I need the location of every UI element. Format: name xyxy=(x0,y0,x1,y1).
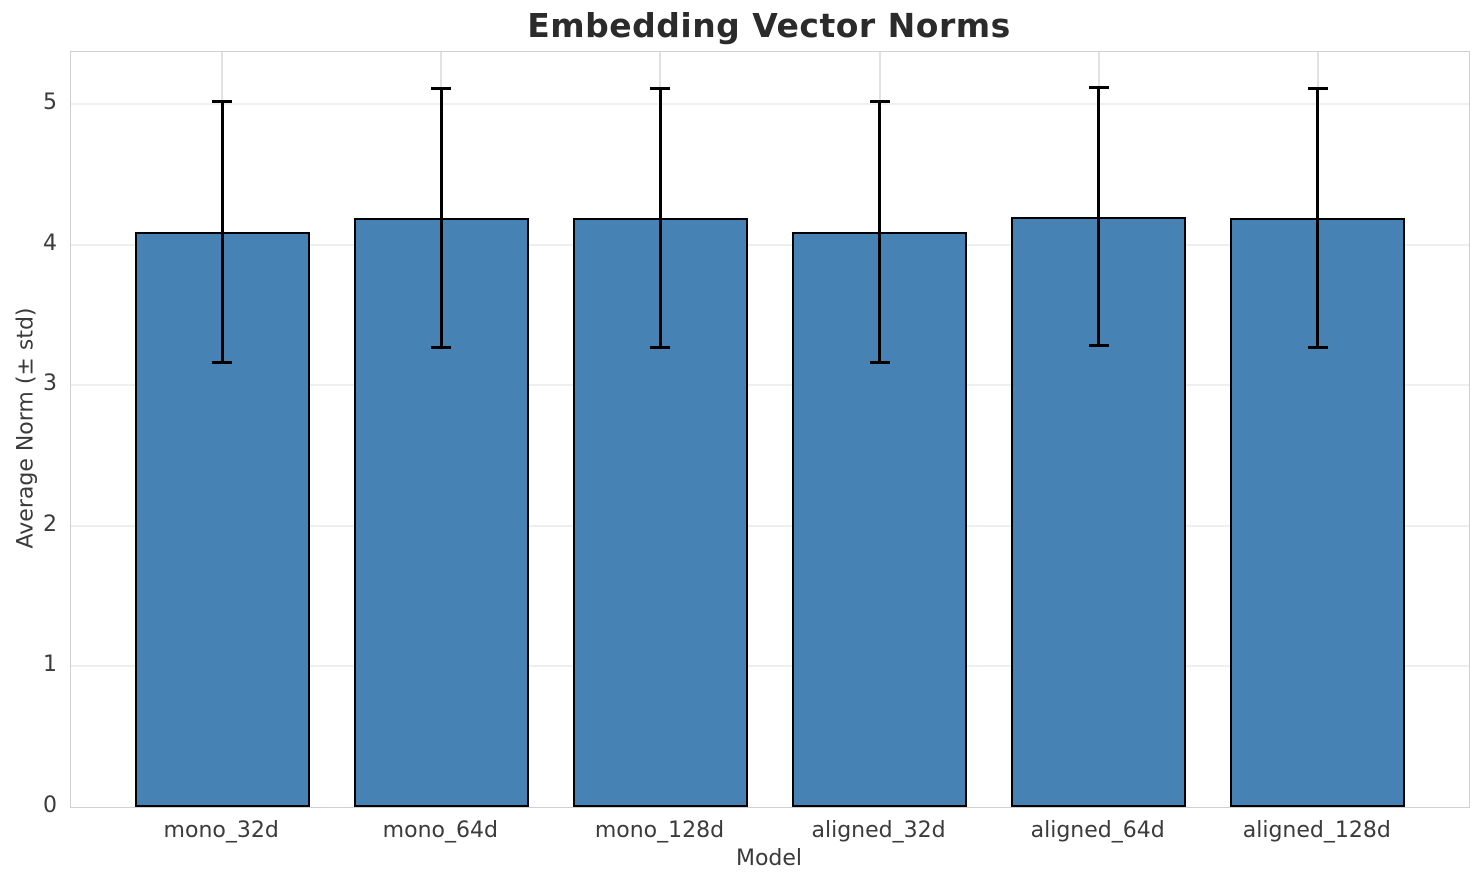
error-bar-cap xyxy=(1088,344,1109,348)
error-bar-line xyxy=(220,101,224,363)
error-bar-line xyxy=(1316,88,1320,348)
plot-area xyxy=(70,51,1470,808)
x-tick-label: mono_64d xyxy=(382,818,498,843)
error-bar-line xyxy=(439,88,443,348)
error-bar-cap xyxy=(212,99,233,103)
y-tick-label: 1 xyxy=(43,652,57,678)
error-bar-line xyxy=(658,88,662,348)
chart-title: Embedding Vector Norms xyxy=(527,6,1011,45)
error-bar-cap xyxy=(1088,85,1109,89)
x-tick-label: aligned_128d xyxy=(1242,818,1391,843)
y-tick-label: 3 xyxy=(43,371,57,397)
y-tick-label: 0 xyxy=(43,793,57,818)
error-bar-cap xyxy=(431,345,452,349)
error-bar-cap xyxy=(212,361,233,365)
error-bar-cap xyxy=(1307,87,1328,91)
y-tick-label: 4 xyxy=(43,230,57,256)
error-bar-cap xyxy=(650,345,671,349)
x-axis-label: Model xyxy=(735,846,803,871)
x-tick-label: mono_32d xyxy=(163,818,279,843)
y-tick-label: 5 xyxy=(43,90,57,116)
error-bar-cap xyxy=(650,87,671,91)
h-gridline xyxy=(71,384,1469,387)
y-tick-label: 2 xyxy=(43,511,57,537)
error-bar-line xyxy=(1097,87,1101,346)
error-bar-cap xyxy=(431,87,452,91)
h-gridline xyxy=(71,103,1469,106)
error-bar-cap xyxy=(869,361,890,365)
y-axis-label: Average Norm (± std) xyxy=(13,307,39,549)
h-gridline xyxy=(71,243,1469,246)
x-tick-label: mono_128d xyxy=(594,818,725,843)
x-tick-label: aligned_64d xyxy=(1030,818,1165,843)
h-gridline xyxy=(71,524,1469,527)
error-bar-cap xyxy=(869,99,890,103)
h-gridline xyxy=(71,665,1469,668)
x-tick-label: aligned_32d xyxy=(811,818,946,843)
error-bar-line xyxy=(878,101,882,363)
error-bar-cap xyxy=(1307,345,1328,349)
